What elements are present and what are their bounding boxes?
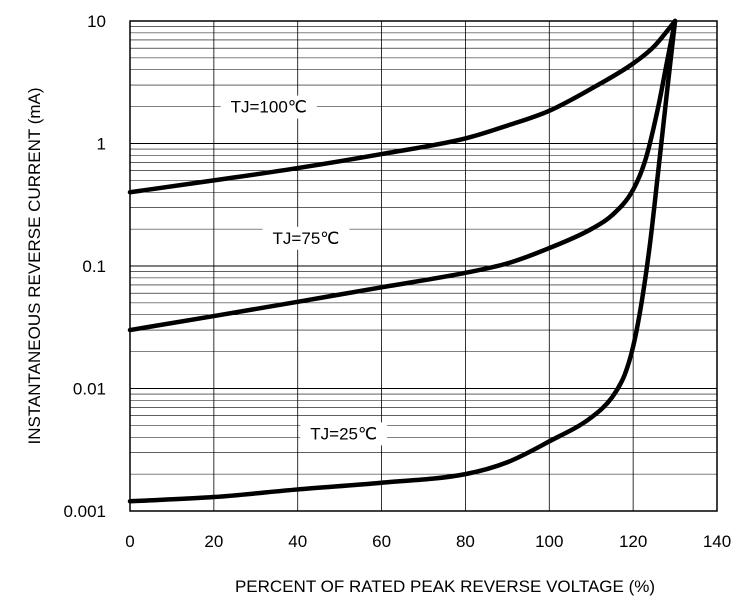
series-line-2 (127, 18, 678, 504)
curve-label-2: TJ=25℃ (300, 422, 388, 446)
curve-label-0: TJ=100℃ (220, 95, 317, 119)
y-axis-label: INSTANTANEOUS REVERSE CURRENT (mA) (25, 87, 44, 444)
series-line-0 (127, 18, 678, 195)
plot-frame (129, 20, 718, 512)
x-tick-label: 60 (372, 532, 391, 551)
x-tick-label: 40 (288, 532, 307, 551)
x-tick-label: 20 (204, 532, 223, 551)
curve-label-1: TJ=75℃ (262, 226, 350, 250)
curve-label-background (262, 226, 350, 250)
x-axis-label: PERCENT OF RATED PEAK REVERSE VOLTAGE (%… (235, 577, 655, 596)
y-tick-label: 0.01 (73, 380, 106, 399)
series-line-1 (127, 18, 678, 333)
x-tick-label: 100 (535, 532, 563, 551)
x-tick-labels: 0 20 40 60 80 100 120 140 (125, 532, 731, 551)
x-tick-label: 80 (456, 532, 475, 551)
y-tick-label: 10 (87, 12, 106, 31)
curves (127, 18, 678, 504)
x-tick-label: 0 (125, 532, 134, 551)
curve-labels: TJ=100℃ TJ=75℃ TJ=25℃ (220, 95, 388, 446)
curve-label-text: TJ=100℃ (231, 98, 307, 117)
curve-label-text: TJ=75℃ (273, 229, 340, 248)
y-tick-labels: 0.001 0.01 0.1 1 10 (63, 12, 106, 521)
curve-label-background (220, 95, 317, 119)
y-tick-label: 0.001 (63, 502, 106, 521)
curve-label-background (300, 422, 388, 446)
y-tick-label: 0.1 (82, 257, 106, 276)
grid (129, 21, 718, 512)
curve-label-text: TJ=25℃ (310, 424, 377, 443)
y-tick-label: 1 (97, 135, 106, 154)
x-tick-label: 140 (703, 532, 731, 551)
x-tick-label: 120 (619, 532, 647, 551)
